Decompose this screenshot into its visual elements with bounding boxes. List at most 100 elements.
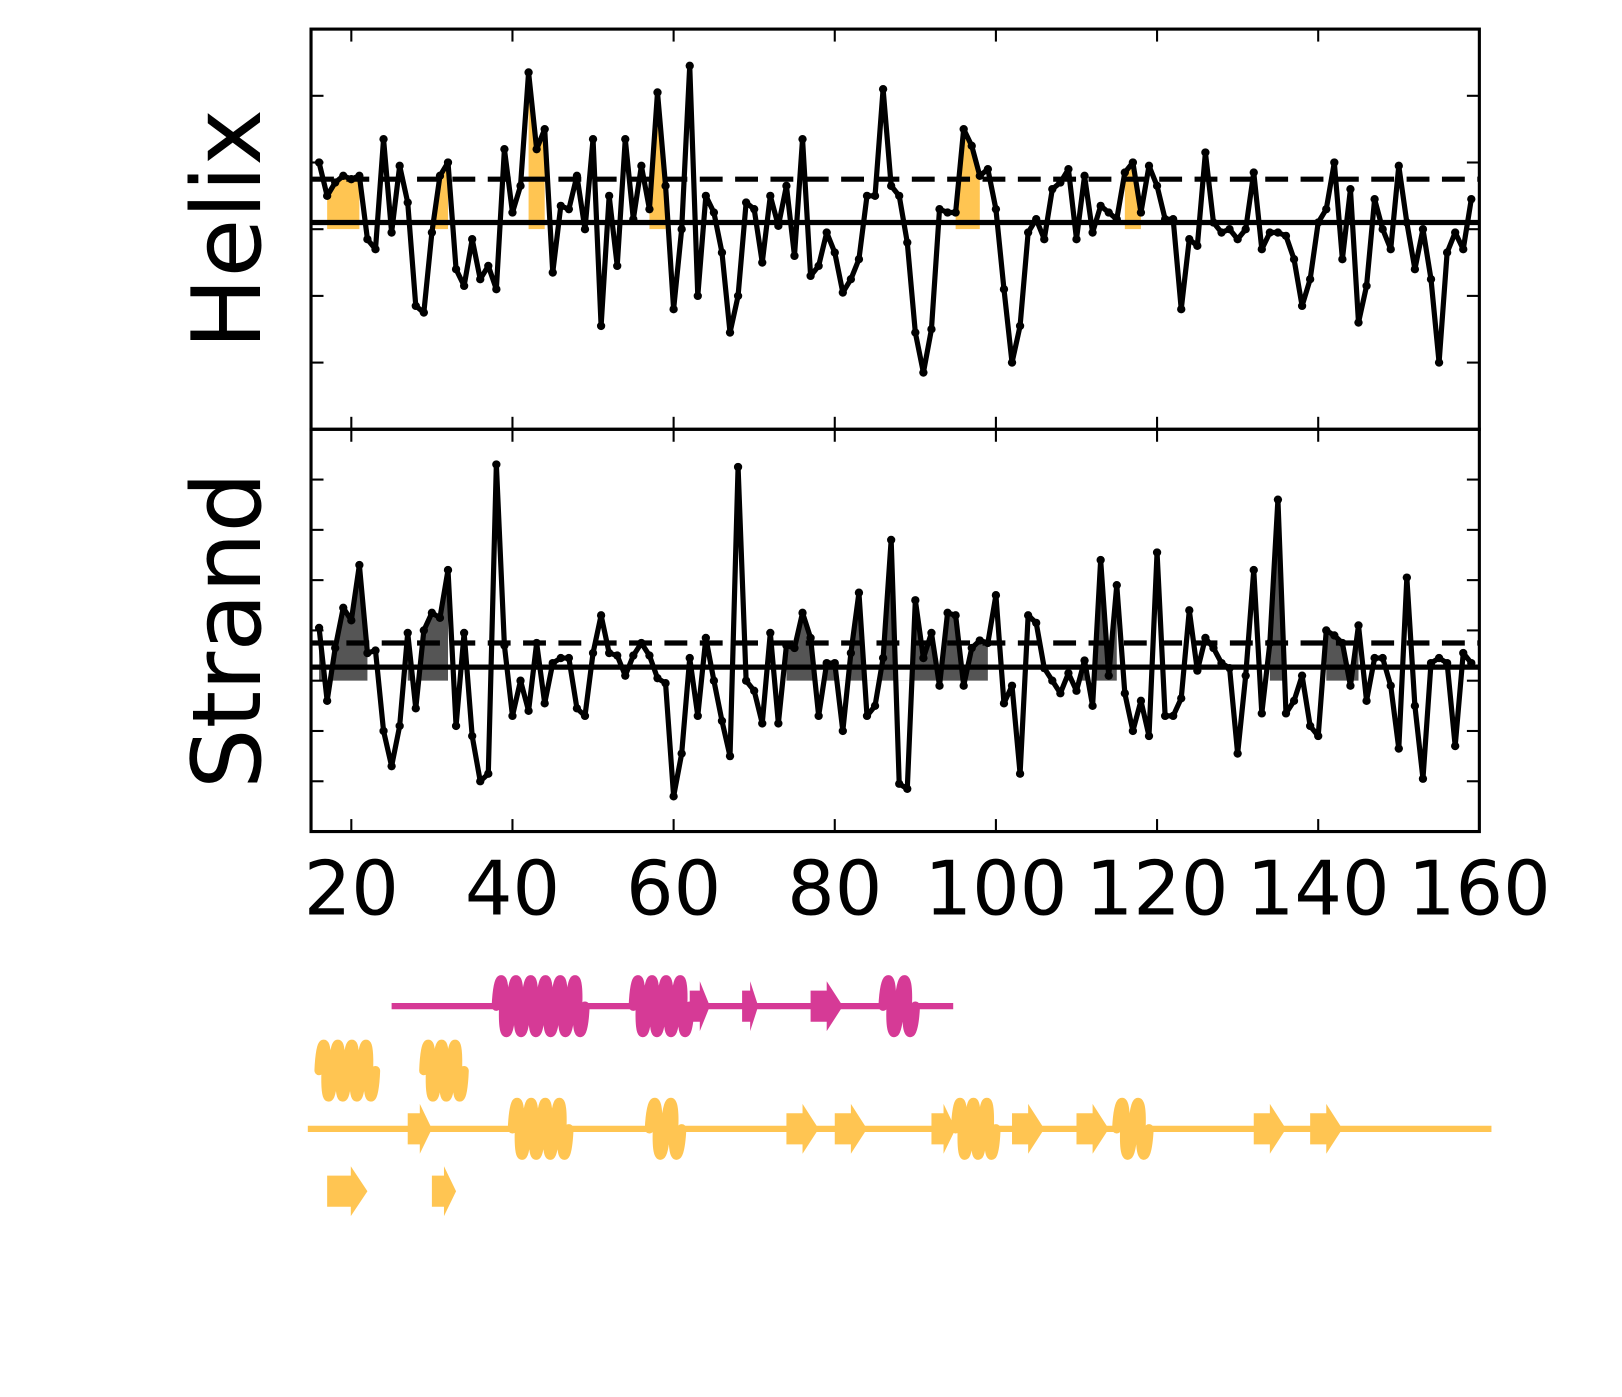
data-point — [790, 251, 799, 261]
data-point — [1201, 148, 1210, 157]
data-point — [750, 686, 759, 695]
data-point — [758, 258, 767, 267]
data-point — [347, 175, 356, 184]
data-point — [870, 701, 880, 710]
data-point — [919, 653, 928, 663]
data-point — [967, 643, 976, 653]
strand-arrow — [407, 1103, 432, 1154]
data-point — [1048, 676, 1057, 685]
data-point — [492, 460, 501, 469]
data-point — [419, 308, 428, 317]
strand-arrow — [1076, 1103, 1109, 1154]
strand-arrow — [1253, 1103, 1286, 1154]
data-point — [1451, 741, 1460, 751]
data-point — [1136, 696, 1146, 705]
data-point — [347, 616, 356, 625]
data-point — [790, 643, 799, 653]
data-point — [1354, 621, 1363, 630]
data-point — [1305, 275, 1315, 284]
data-point — [758, 719, 767, 728]
data-point — [508, 711, 517, 721]
data-point — [1265, 228, 1275, 237]
data-point — [1362, 281, 1371, 291]
data-point — [379, 134, 388, 144]
data-point — [669, 792, 678, 801]
data-point — [1338, 638, 1347, 648]
plot-frame — [309, 27, 1481, 431]
data-point — [895, 779, 904, 788]
data-point — [1386, 681, 1395, 690]
x-tick-label: 60 — [626, 846, 721, 933]
data-point — [435, 171, 445, 180]
data-point — [1281, 231, 1291, 241]
data-point — [564, 205, 574, 214]
data-point — [1362, 696, 1371, 705]
data-point — [1257, 245, 1266, 254]
data-point — [1225, 663, 1234, 673]
data-point — [1217, 228, 1226, 237]
data-point — [1023, 228, 1033, 237]
data-point — [1338, 255, 1347, 264]
data-point — [403, 198, 412, 207]
data-point — [1169, 215, 1178, 224]
data-point — [733, 462, 743, 472]
x-tick-label: 80 — [787, 846, 882, 933]
data-point — [379, 726, 388, 736]
data-point — [766, 191, 775, 201]
data-point — [1064, 668, 1073, 678]
data-point — [443, 158, 453, 167]
data-point — [540, 699, 549, 708]
data-point — [1152, 548, 1162, 557]
data-point — [991, 205, 1001, 214]
data-point — [725, 328, 735, 337]
data-point — [363, 648, 372, 658]
data-point — [1394, 161, 1403, 170]
strand-arrow — [786, 1103, 819, 1154]
data-point — [484, 261, 493, 271]
x-tick-label: 20 — [304, 846, 399, 933]
helix-glyph — [507, 1098, 574, 1160]
data-point — [1418, 225, 1428, 234]
data-point — [782, 181, 791, 190]
data-point — [911, 596, 920, 605]
data-point — [1136, 208, 1146, 217]
data-point — [1273, 228, 1283, 237]
data-point — [468, 731, 477, 741]
data-point — [959, 124, 968, 134]
data-point — [476, 777, 485, 786]
data-point — [983, 638, 993, 648]
data-point — [395, 721, 404, 731]
data-point — [1241, 225, 1250, 234]
data-point — [637, 638, 646, 648]
helix-glyph — [950, 1098, 1001, 1160]
data-point — [983, 165, 993, 174]
data-point — [1080, 171, 1089, 180]
data-point — [322, 191, 332, 201]
strand-arrow — [742, 981, 759, 1032]
data-point — [1152, 181, 1162, 190]
data-point — [411, 704, 420, 713]
data-point — [1201, 633, 1210, 643]
strand-arrow — [327, 1166, 368, 1217]
data-point — [814, 711, 823, 721]
data-point — [629, 651, 638, 660]
data-point — [564, 653, 574, 663]
data-point — [339, 171, 348, 180]
data-point — [387, 228, 396, 237]
data-point — [524, 68, 533, 77]
data-point — [1185, 606, 1194, 615]
data-point — [1104, 208, 1113, 217]
x-tick-label: 40 — [465, 846, 560, 933]
data-point — [653, 674, 662, 683]
data-point — [621, 671, 630, 680]
data-point — [1233, 235, 1242, 244]
data-point — [975, 171, 984, 180]
data-point — [1177, 694, 1186, 703]
data-point — [1120, 168, 1129, 177]
data-point — [363, 235, 372, 244]
data-point — [604, 648, 614, 658]
data-point — [548, 268, 557, 277]
data-point — [371, 245, 380, 254]
data-point — [468, 235, 477, 244]
data-point — [331, 643, 340, 653]
